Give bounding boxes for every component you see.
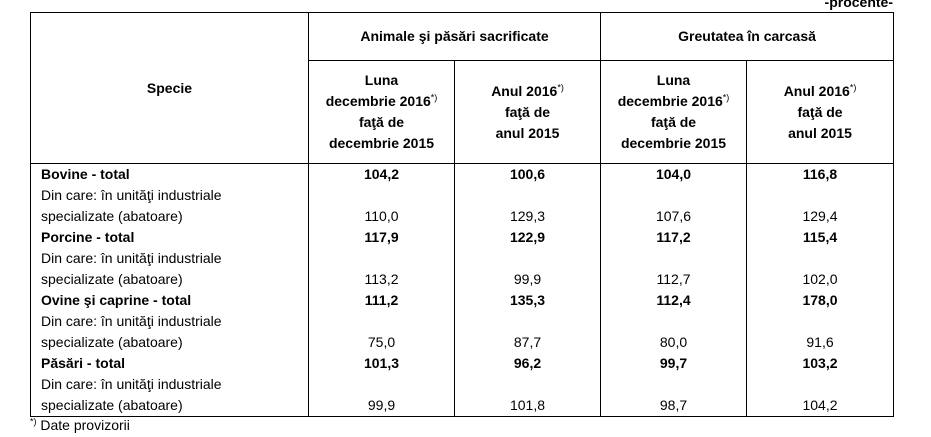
header-line: faţă de: [650, 114, 697, 130]
row-label-line: Din care: în unităţi industriale: [41, 250, 222, 266]
header-line: Luna: [364, 72, 399, 88]
cell-value: 98,7: [600, 374, 748, 417]
cell-value: 102,0: [746, 248, 895, 290]
column-header-year-animals: Anul 2016*) faţă de anul 2015: [453, 60, 602, 164]
column-header-year-weight: Anul 2016*) faţă de anul 2015: [746, 60, 895, 164]
cell-value: 101,3: [308, 353, 455, 374]
row-label: Ovine şi caprine - total: [30, 290, 309, 311]
unit-label: -procente-: [824, 0, 893, 10]
cell-value: 115,4: [746, 227, 895, 248]
cell-value: 116,8: [746, 163, 895, 185]
table-row-ovine-abatoare: Din care: în unităţi industriale speciali…: [30, 311, 895, 353]
footnote-mark: *): [722, 92, 730, 103]
row-label: Din care: în unităţi industriale speciali…: [30, 374, 309, 417]
header-line: faţă de: [797, 103, 843, 120]
header-line: faţă de: [358, 114, 405, 130]
header-line: Anul 2016: [783, 82, 850, 99]
header-line: Luna: [656, 72, 691, 88]
cell-value: 107,6: [600, 185, 748, 227]
cell-value: 111,2: [308, 290, 455, 311]
cell-value: 112,7: [600, 248, 748, 290]
cell-value: 122,9: [453, 227, 602, 248]
header-line: decembrie 2016: [617, 93, 723, 109]
cell-value: 104,2: [308, 163, 455, 185]
table-row-pasari-abatoare: Din care: în unităţi industriale speciali…: [30, 374, 895, 417]
cell-value: 117,9: [308, 227, 455, 248]
cell-value: 100,6: [453, 163, 602, 185]
footnote: *) Date provizorii: [30, 417, 130, 433]
row-label: Din care: în unităţi industriale speciali…: [30, 311, 309, 353]
slaughter-table: Specie Animale şi păsări sacrificate Gre…: [30, 12, 895, 417]
cell-value: 91,6: [746, 311, 895, 353]
column-group-weight: Greutatea în carcasă: [600, 12, 895, 61]
footnote-mark: *): [557, 81, 564, 92]
footnote-mark: *): [430, 92, 438, 103]
header-line: faţă de: [504, 103, 551, 120]
cell-value: 129,4: [746, 185, 895, 227]
row-label: Din care: în unităţi industriale speciali…: [30, 248, 309, 290]
cell-value: 80,0: [600, 311, 748, 353]
cell-value: 135,3: [453, 290, 602, 311]
footnote-text: Date provizorii: [36, 417, 130, 433]
cell-value: 117,2: [600, 227, 748, 248]
cell-value: 112,4: [600, 290, 748, 311]
column-header-month-animals: Luna decembrie 2016*) faţă de decembrie …: [308, 60, 455, 164]
table-row-porcine-total: Porcine - total 117,9 122,9 117,2 115,4: [30, 227, 895, 248]
cell-value: 99,9: [453, 248, 602, 290]
table-row-pasari-total: Păsări - total 101,3 96,2 99,7 103,2: [30, 353, 895, 374]
row-label-line: specializate (abatoare): [41, 208, 183, 224]
table-row-bovine-abatoare: Din care: în unităţi industriale speciali…: [30, 185, 895, 227]
row-label: Bovine - total: [30, 163, 309, 185]
footnote-mark: *): [30, 416, 37, 427]
row-label: Păsări - total: [30, 353, 309, 374]
table-row-ovine-total: Ovine şi caprine - total 111,2 135,3 112…: [30, 290, 895, 311]
column-header-month-weight: Luna decembrie 2016*) faţă de decembrie …: [600, 60, 748, 164]
cell-value: 99,7: [600, 353, 748, 374]
cell-value: 110,0: [308, 185, 455, 227]
column-header-specie: Specie: [30, 12, 309, 164]
header-line: anul 2015: [495, 124, 560, 141]
row-label-line: Din care: în unităţi industriale: [41, 313, 222, 329]
column-group-animals: Animale şi păsări sacrificate: [307, 12, 602, 61]
cell-value: 103,2: [746, 353, 895, 374]
cell-value: 87,7: [453, 311, 602, 353]
header-line: anul 2015: [788, 124, 852, 141]
row-label-line: specializate (abatoare): [41, 334, 183, 350]
header-line: decembrie 2015: [328, 135, 435, 151]
row-label: Din care: în unităţi industriale speciali…: [30, 185, 309, 227]
row-label-line: specializate (abatoare): [41, 397, 183, 413]
row-label-line: Din care: în unităţi industriale: [41, 187, 222, 203]
cell-value: 129,3: [453, 185, 602, 227]
header-line: decembrie 2015: [620, 135, 727, 151]
header-line: Anul 2016: [491, 82, 558, 99]
cell-value: 99,9: [308, 374, 455, 417]
footnote-mark: *): [849, 81, 857, 92]
cell-value: 101,8: [453, 374, 602, 417]
table-row-porcine-abatoare: Din care: în unităţi industriale speciali…: [30, 248, 895, 290]
cell-value: 178,0: [746, 290, 895, 311]
cell-value: 104,2: [746, 374, 895, 417]
cell-value: 96,2: [453, 353, 602, 374]
cell-value: 113,2: [308, 248, 455, 290]
cell-value: 75,0: [308, 311, 455, 353]
cell-value: 104,0: [600, 163, 748, 185]
row-label-line: Din care: în unităţi industriale: [41, 376, 222, 392]
table-row-bovine-total: Bovine - total 104,2 100,6 104,0 116,8: [30, 163, 895, 185]
header-line: decembrie 2016: [325, 93, 431, 109]
row-label-line: specializate (abatoare): [41, 271, 183, 287]
row-label: Porcine - total: [30, 227, 309, 248]
